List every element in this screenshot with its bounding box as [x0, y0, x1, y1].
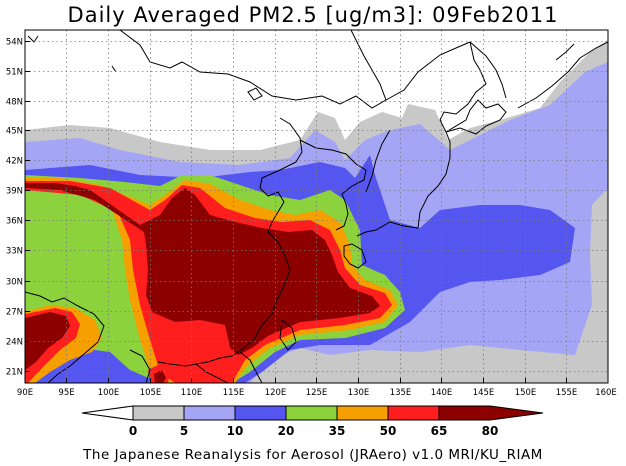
lon-label: 145E: [473, 388, 495, 398]
colorbar-label: 65: [431, 424, 448, 438]
colorbar-label: 50: [380, 424, 397, 438]
coastlines: [25, 30, 608, 383]
lat-label: 27N: [6, 308, 23, 318]
lat-label: 48N: [6, 98, 23, 108]
lat-label: 36N: [6, 217, 23, 227]
lon-label: 95E: [58, 388, 74, 398]
lat-label: 42N: [6, 157, 23, 167]
lat-label: 24N: [6, 338, 23, 348]
lat-label: 51N: [6, 68, 23, 78]
colorbar-swatch: [81, 405, 134, 421]
colorbar-label: 5: [180, 424, 188, 438]
lon-label: 125E: [306, 388, 328, 398]
lon-label: 150E: [515, 388, 537, 398]
lon-label: 160E: [595, 388, 617, 398]
data-credit: The Japanese Reanalysis for Aerosol (JRA…: [83, 447, 543, 463]
colorbar-swatch: [234, 405, 287, 421]
contour-above-80: [25, 183, 380, 355]
map-title: Daily Averaged PM2.5 [ug/m3]: 09Feb2011: [67, 3, 559, 27]
lon-label: 130E: [348, 388, 370, 398]
colorbar-swatch: [387, 405, 440, 421]
lat-label: 54N: [6, 38, 23, 48]
lat-label: 45N: [6, 127, 23, 137]
lon-label: 90E: [17, 388, 33, 398]
latitude-labels: 54N 51N 48N 45N 42N 39N 36N 33N 30N 27N …: [6, 38, 23, 378]
colorbar-swatch: [285, 405, 338, 421]
colorbar-swatch: [336, 405, 389, 421]
colorbar-swatch: [183, 405, 236, 421]
lon-label: 135E: [390, 388, 412, 398]
axis-ticks: [25, 41, 567, 383]
colorbar-label: 0: [129, 424, 137, 438]
colorbar-swatch: [132, 405, 185, 421]
lon-label: 120E: [265, 388, 287, 398]
color-bar: [81, 405, 544, 421]
lon-label: 155E: [556, 388, 578, 398]
lat-label: 30N: [6, 278, 23, 288]
lat-label: 33N: [6, 247, 23, 257]
lon-label: 105E: [140, 388, 162, 398]
colorbar-label: 35: [329, 424, 346, 438]
longitude-labels: 90E 95E 100E 105E 110E 115E 120E 125E 13…: [17, 388, 617, 398]
graticule: [25, 30, 608, 383]
colorbar-label: 80: [482, 424, 499, 438]
color-bar-labels: 0 5 10 20 35 50 65 80: [129, 424, 499, 438]
colorbar-label: 20: [278, 424, 295, 438]
lat-label: 39N: [6, 187, 23, 197]
lon-label: 110E: [181, 388, 203, 398]
colorbar-label: 10: [227, 424, 244, 438]
lon-label: 140E: [431, 388, 453, 398]
lon-label: 115E: [223, 388, 245, 398]
colorbar-swatch: [438, 405, 544, 421]
lon-label: 100E: [98, 388, 120, 398]
lat-label: 21N: [6, 368, 23, 378]
